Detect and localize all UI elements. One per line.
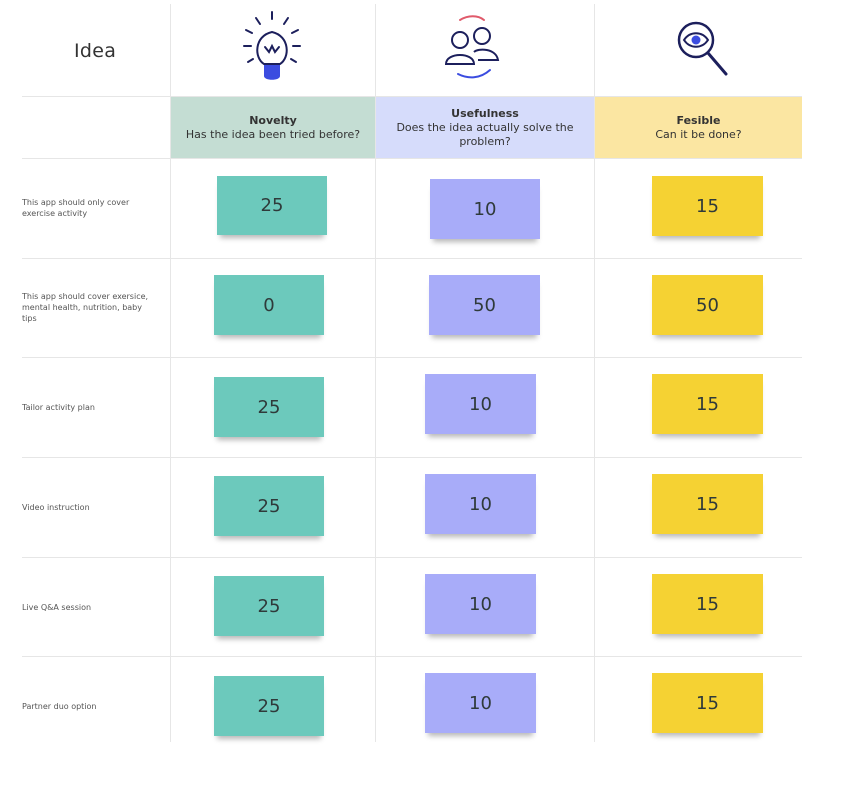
magnifier-eye-icon bbox=[677, 21, 728, 76]
idea-label-row-4: Video instruction bbox=[22, 503, 90, 512]
feasible-subtitle: Can it be done? bbox=[655, 127, 742, 141]
idea-label-row-2: This app should cover exersice, mental h… bbox=[22, 292, 149, 323]
column-divider bbox=[375, 4, 376, 742]
feasible-sticky-row-3[interactable]: 15 bbox=[652, 374, 763, 434]
lightbulb-icon bbox=[243, 11, 301, 80]
users-icon bbox=[444, 15, 500, 79]
usefulness-sticky-row-1[interactable]: 10 bbox=[430, 179, 540, 239]
idea-label-row-6: Partner duo option bbox=[22, 702, 97, 711]
feasible-sticky-row-5[interactable]: 15 bbox=[652, 574, 763, 634]
novelty-sticky-row-6[interactable]: 25 bbox=[214, 676, 324, 736]
usefulness-title: Usefulness bbox=[451, 106, 519, 120]
feasible-sticky-row-2[interactable]: 50 bbox=[652, 275, 763, 335]
novelty-sticky-row-1[interactable]: 25 bbox=[217, 176, 327, 235]
novelty-sticky-row-3[interactable]: 25 bbox=[214, 377, 324, 437]
feasible-sticky-row-1[interactable]: 15 bbox=[652, 176, 763, 236]
usefulness-sticky-row-6[interactable]: 10 bbox=[425, 673, 536, 733]
usefulness-sticky-row-5[interactable]: 10 bbox=[425, 574, 536, 634]
usefulness-sticky-row-2[interactable]: 50 bbox=[429, 275, 540, 335]
row-divider bbox=[22, 96, 802, 97]
novelty-subtitle: Has the idea been tried before? bbox=[185, 127, 361, 141]
idea-label-row-3: Tailor activity plan bbox=[22, 403, 95, 412]
feasible-column-header: Fesible Can it be done? bbox=[595, 97, 802, 158]
feasible-sticky-row-4[interactable]: 15 bbox=[652, 474, 763, 534]
novelty-sticky-row-2[interactable]: 0 bbox=[214, 275, 324, 335]
row-divider bbox=[22, 158, 802, 159]
usefulness-column-header: Usefulness Does the idea actually solve … bbox=[376, 97, 594, 158]
feasible-title: Fesible bbox=[676, 113, 721, 127]
idea-label-row-1: This app should only cover exercise acti… bbox=[22, 198, 130, 218]
novelty-sticky-row-5[interactable]: 25 bbox=[214, 576, 324, 636]
idea-column-title: Idea bbox=[74, 40, 117, 62]
usefulness-subtitle: Does the idea actually solve the problem… bbox=[396, 120, 574, 148]
column-divider bbox=[594, 4, 595, 742]
idea-label-row-5: Live Q&A session bbox=[22, 603, 92, 612]
row-divider bbox=[22, 258, 802, 259]
novelty-title: Novelty bbox=[249, 113, 297, 127]
row-divider bbox=[22, 357, 802, 358]
row-divider bbox=[22, 457, 802, 458]
novelty-column-header: Novelty Has the idea been tried before? bbox=[171, 97, 375, 158]
novelty-sticky-row-4[interactable]: 25 bbox=[214, 476, 324, 536]
usefulness-sticky-row-4[interactable]: 10 bbox=[425, 474, 536, 534]
usefulness-sticky-row-3[interactable]: 10 bbox=[425, 374, 536, 434]
feasible-sticky-row-6[interactable]: 15 bbox=[652, 673, 763, 733]
row-divider bbox=[22, 557, 802, 558]
column-divider bbox=[170, 4, 171, 742]
row-divider bbox=[22, 656, 802, 657]
